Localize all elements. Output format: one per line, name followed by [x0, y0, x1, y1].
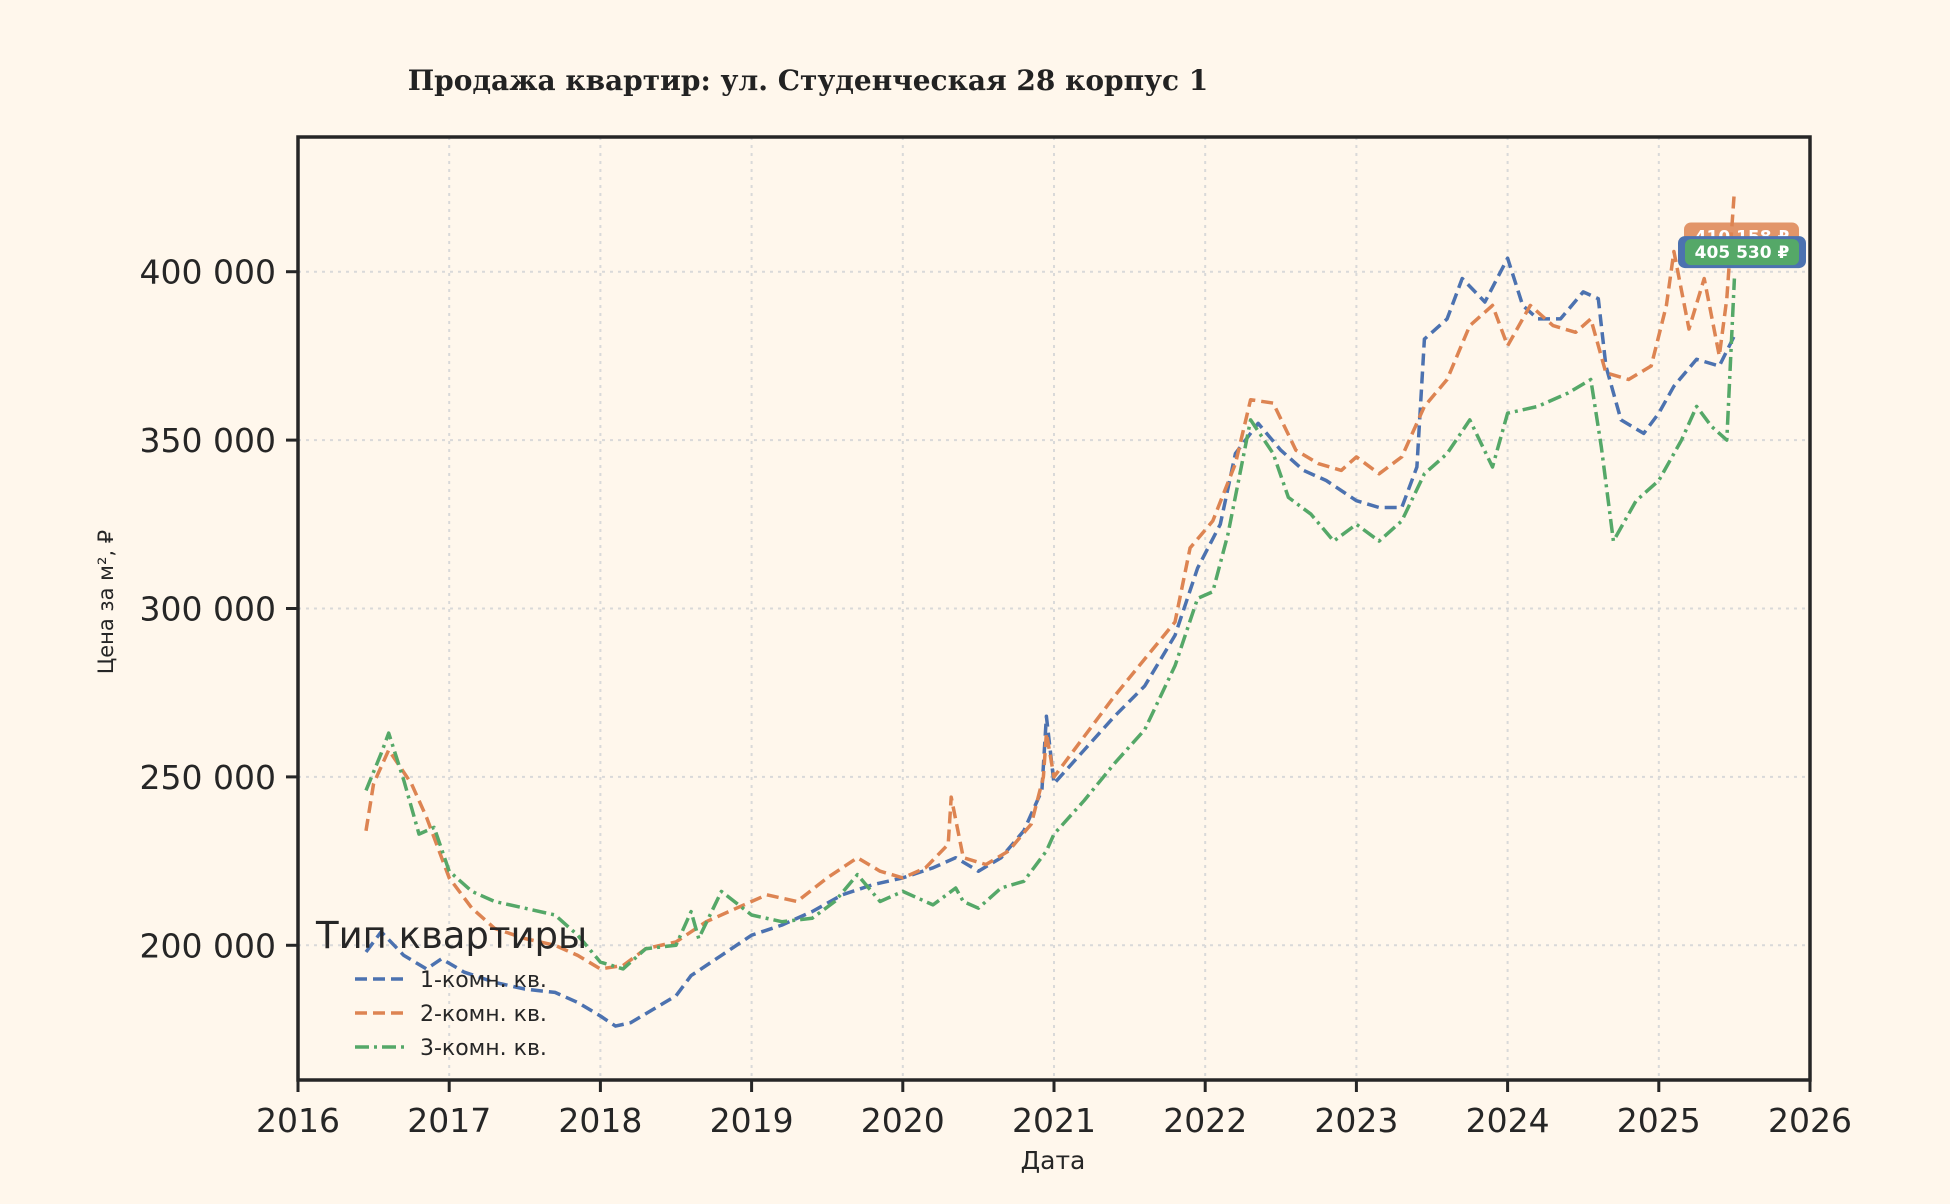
x-tick-label: 2025 — [1617, 1101, 1701, 1140]
x-tick-label: 2026 — [1768, 1101, 1852, 1140]
chart-title: Продажа квартир: ул. Студенческая 28 кор… — [408, 64, 1209, 97]
x-tick-label: 2020 — [861, 1101, 945, 1140]
legend-title: Тип квартиры — [315, 914, 587, 957]
x-tick-label: 2024 — [1466, 1101, 1550, 1140]
y-tick-label: 200 000 — [140, 926, 276, 965]
legend: Тип квартиры 1-комн. кв. 2-комн. кв. 3-ком… — [315, 914, 587, 1061]
x-tick-label: 2019 — [710, 1101, 794, 1140]
y-tick-label: 250 000 — [140, 758, 276, 797]
legend-label: 3-комн. кв. — [420, 1036, 547, 1061]
y-axis-label: Цена за м², ₽ — [94, 530, 118, 674]
x-tick-label: 2017 — [407, 1101, 491, 1140]
value-badge: 405 530 ₽ — [1678, 236, 1806, 269]
x-tick-label: 2021 — [1012, 1101, 1096, 1140]
legend-label: 2-комн. кв. — [420, 1002, 547, 1027]
x-tick-label: 2016 — [256, 1101, 340, 1140]
y-tick-label: 300 000 — [140, 590, 276, 629]
series-line-3 — [364, 278, 1737, 971]
x-axis-label: Дата — [1021, 1146, 1086, 1175]
badge-value: 405 530 ₽ — [1695, 243, 1790, 263]
series-line-2 — [364, 190, 1737, 971]
y-tick-label: 400 000 — [140, 253, 276, 292]
x-tick-label: 2018 — [558, 1101, 642, 1140]
legend-label: 1-комн. кв. — [420, 968, 547, 993]
x-tick-label: 2023 — [1314, 1101, 1398, 1140]
series-line-1 — [364, 256, 1736, 1028]
series-lines — [364, 190, 1737, 1028]
x-tick-label: 2022 — [1163, 1101, 1247, 1140]
axis-ticks: 2016 2017 2018 2019 2020 2021 2022 2023 2024 2025… — [140, 253, 1852, 1140]
value-badges: 410 158 ₽405 530 ₽ — [1678, 222, 1806, 269]
badge-inner — [1685, 239, 1799, 266]
y-tick-label: 350 000 — [140, 421, 276, 460]
